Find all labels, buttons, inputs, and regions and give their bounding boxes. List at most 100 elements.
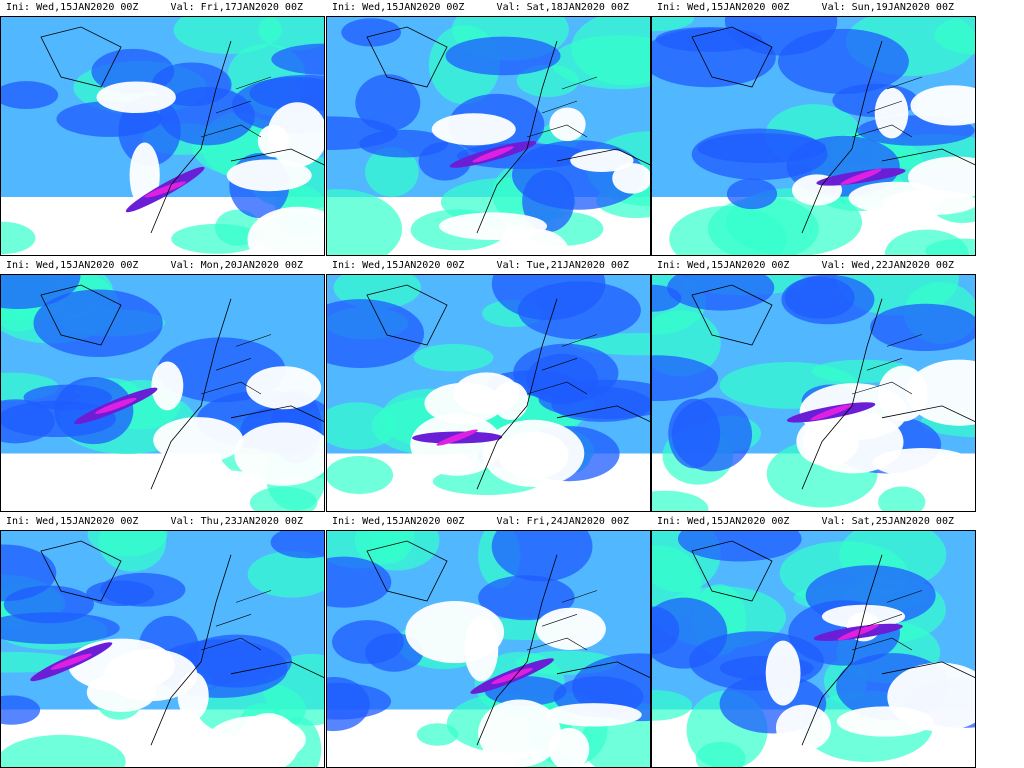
field-blue xyxy=(271,43,324,75)
map-panel: Ini: Wed,15JAN2020 00Z Val: Fri,17JAN2020… xyxy=(0,0,325,256)
coastline xyxy=(691,540,975,746)
val-label: Val: Fri,17JAN2020 00Z xyxy=(170,2,303,13)
coastline xyxy=(40,26,324,234)
field-cyan xyxy=(1,734,126,767)
field-cyan xyxy=(247,551,324,598)
field-cyan xyxy=(173,17,283,54)
coastline xyxy=(691,26,975,234)
field-peak xyxy=(810,404,852,421)
field-blue xyxy=(491,531,593,582)
clear-area xyxy=(166,469,263,492)
field-blue xyxy=(538,379,650,419)
clear-area xyxy=(907,156,975,198)
precip-map xyxy=(326,16,651,256)
ini-label: Ini: Wed,15JAN2020 00Z xyxy=(657,2,790,13)
field-cyan xyxy=(327,402,397,450)
field-cyan xyxy=(365,146,419,197)
panel-header: Ini: Wed,15JAN2020 00Z Val: Mon,20JAN2020… xyxy=(0,258,325,274)
border-lines xyxy=(526,76,598,138)
field-cyan xyxy=(98,531,167,572)
panel-header: Ini: Wed,15JAN2020 00Z Val: Fri,17JAN2020… xyxy=(0,0,325,16)
clear-area xyxy=(478,699,561,767)
map-panel: Ini: Wed,15JAN2020 00Z Val: Mon,20JAN2020… xyxy=(0,258,325,512)
val-label: Val: Mon,20JAN2020 00Z xyxy=(170,260,303,271)
border-lines xyxy=(851,590,923,651)
field-peak xyxy=(436,429,478,446)
field-cyan xyxy=(516,64,579,98)
field-blue xyxy=(652,284,682,312)
field-cyan xyxy=(354,531,440,571)
val-label: Val: Thu,23JAN2020 00Z xyxy=(170,516,303,527)
field-peak xyxy=(50,653,92,670)
clear-area xyxy=(545,703,642,727)
field-peak xyxy=(837,624,879,641)
ini-label: Ini: Wed,15JAN2020 00Z xyxy=(6,516,139,527)
clear-area xyxy=(153,417,244,463)
map-panel: Ini: Wed,15JAN2020 00Z Val: Wed,22JAN2020… xyxy=(651,258,976,512)
field-peak xyxy=(95,397,137,414)
field-cyan xyxy=(707,196,819,255)
field-blue xyxy=(270,531,324,559)
clear-area xyxy=(570,148,634,173)
panel-header: Ini: Wed,15JAN2020 00Z Val: Fri,24JAN2020… xyxy=(326,514,651,530)
clear-area xyxy=(765,640,801,706)
clear-area xyxy=(410,413,503,476)
ini-label: Ini: Wed,15JAN2020 00Z xyxy=(332,516,465,527)
ini-label: Ini: Wed,15JAN2020 00Z xyxy=(6,2,139,13)
ini-label: Ini: Wed,15JAN2020 00Z xyxy=(657,260,790,271)
clear-area xyxy=(151,361,184,411)
field-cyan xyxy=(416,723,459,746)
field-blue xyxy=(655,27,763,52)
field-cyan xyxy=(652,17,695,32)
coastline xyxy=(40,540,324,746)
field-blue xyxy=(652,597,728,669)
field-cyan xyxy=(571,17,650,86)
field-blue xyxy=(327,299,425,369)
clear-area xyxy=(492,381,529,421)
field-blue xyxy=(652,355,719,402)
clear-area xyxy=(910,85,975,126)
border-lines xyxy=(200,334,272,395)
clear-area xyxy=(247,206,324,255)
clear-area xyxy=(405,600,505,664)
clear-area xyxy=(887,662,975,732)
field-cyan xyxy=(413,343,494,372)
field-blue xyxy=(478,575,575,621)
map-panel: Ini: Wed,15JAN2020 00Z Val: Sun,19JAN2020… xyxy=(651,0,976,256)
val-label: Val: Sun,19JAN2020 00Z xyxy=(821,2,954,13)
clear-area xyxy=(775,704,832,751)
ini-label: Ini: Wed,15JAN2020 00Z xyxy=(332,2,465,13)
clear-area xyxy=(431,113,516,146)
field-cyan xyxy=(327,455,394,495)
field-blue xyxy=(327,682,392,720)
clear-area xyxy=(612,163,650,194)
ini-label: Ini: Wed,15JAN2020 00Z xyxy=(6,260,139,271)
map-panel: Ini: Wed,15JAN2020 00Z Val: Fri,24JAN2020… xyxy=(326,514,651,768)
panel-header: Ini: Wed,15JAN2020 00Z Val: Sat,18JAN2020… xyxy=(326,0,651,16)
clear-area xyxy=(535,607,606,651)
clear-area xyxy=(237,713,300,767)
field-cyan xyxy=(258,17,324,51)
clear-area xyxy=(549,107,586,142)
clear-area xyxy=(267,102,324,167)
clear-area xyxy=(96,81,176,114)
panel-header: Ini: Wed,15JAN2020 00Z Val: Sun,19JAN2020… xyxy=(651,0,976,16)
map-panel: Ini: Wed,15JAN2020 00Z Val: Thu,23JAN2020… xyxy=(0,514,325,768)
val-label: Val: Fri,24JAN2020 00Z xyxy=(496,516,629,527)
field-blue xyxy=(668,398,721,469)
coastline xyxy=(366,540,650,746)
precip-map xyxy=(0,16,325,256)
panel-header: Ini: Wed,15JAN2020 00Z Val: Thu,23JAN2020… xyxy=(0,514,325,530)
clear-area xyxy=(874,87,909,139)
precip-map xyxy=(651,16,976,256)
field-blue xyxy=(1,275,81,310)
precip-map xyxy=(326,530,651,768)
val-label: Val: Sat,25JAN2020 00Z xyxy=(821,516,954,527)
clear-area xyxy=(177,671,209,720)
field-peak xyxy=(491,668,533,685)
panel-header: Ini: Wed,15JAN2020 00Z Val: Tue,21JAN2020… xyxy=(326,258,651,274)
ini-label: Ini: Wed,15JAN2020 00Z xyxy=(332,260,465,271)
clear-area xyxy=(112,458,195,511)
field-blue xyxy=(726,178,778,210)
